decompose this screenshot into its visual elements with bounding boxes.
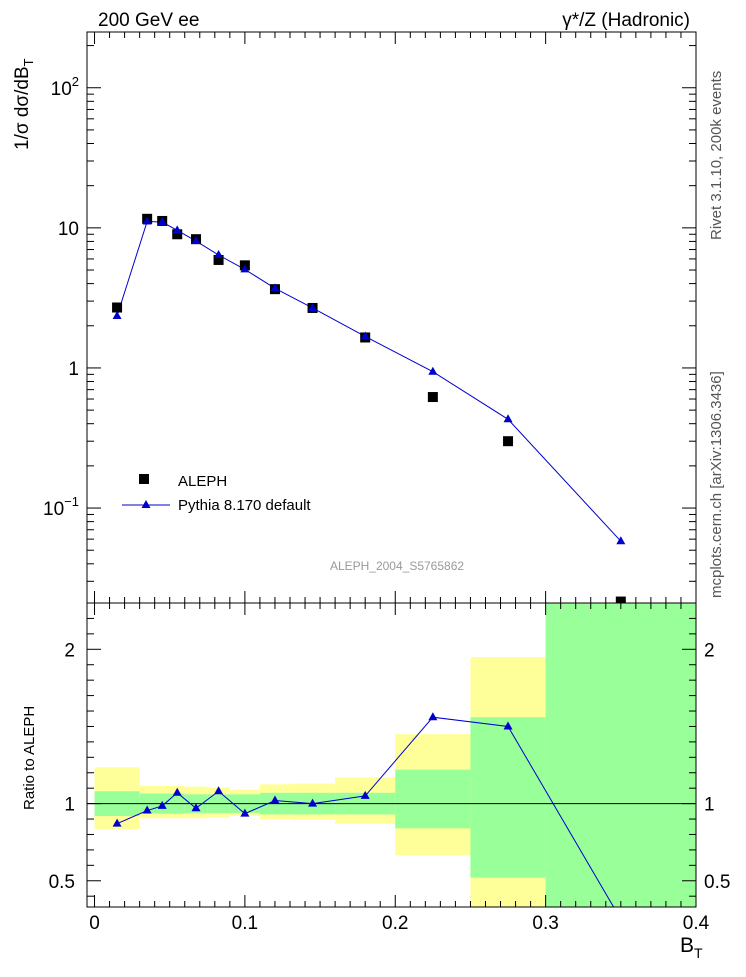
x-ticks: 0 0.1 0.2 0.3 0.4: [89, 32, 710, 934]
main-mc-marker-9: [360, 331, 370, 340]
ratio-mc-marker-11: [503, 721, 513, 730]
main-mc-marker-1: [142, 216, 152, 225]
main-mc-marker-2: [157, 217, 167, 226]
header-right-label: γ*/Z (Hadronic): [562, 10, 690, 31]
x-tick-label: 0.3: [532, 913, 558, 934]
ratio-mc-marker-1: [142, 805, 152, 814]
header-left-label: 200 GeV ee: [98, 10, 199, 31]
ratio-mc-marker-7: [270, 795, 280, 804]
main-y-ticks: 10−1 1 10 102: [43, 45, 696, 582]
ratio-mc-marker-3: [172, 787, 182, 796]
main-mc-marker-3: [172, 225, 182, 234]
ratio-band-inner-10: [545, 603, 696, 907]
main-mc-marker-11: [503, 414, 513, 423]
ratio-y-tick-label-right: 2: [704, 640, 715, 661]
main-y-axis-title: 1/σ dσ/dBT: [12, 58, 36, 150]
main-mc-marker-4: [191, 236, 201, 245]
x-tick-label: 0.4: [683, 913, 710, 934]
main-mc-marker-5: [214, 250, 224, 259]
main-data-marker-11: [503, 436, 514, 447]
main-panel: 10−1 1 10 102: [43, 31, 697, 607]
main-y-tick-label: 10: [58, 219, 79, 240]
legend-label-pythia: Pythia 8.170 default: [178, 497, 311, 514]
main-y-tick-label: 102: [51, 74, 79, 100]
analysis-tag: ALEPH_2004_S5765862: [330, 559, 464, 573]
legend-marker-aleph: [139, 474, 149, 484]
ratio-mc-marker-6: [240, 808, 250, 817]
main-data-marker-0: [112, 302, 123, 313]
main-mc-marker-12: [616, 536, 626, 545]
main-y-tick-label: 1: [68, 359, 79, 380]
ratio-mc-marker-0: [112, 818, 122, 827]
x-tick-label: 0: [89, 913, 100, 934]
rivet-version-label: Rivet 3.1.10, 200k events: [708, 70, 725, 240]
ratio-band-inner-8: [395, 769, 471, 829]
x-axis-title: BT: [680, 934, 703, 961]
ratio-y-tick-label-left: 0.5: [49, 872, 75, 893]
ratio-y-tick-label-left: 1: [64, 795, 75, 816]
main-data-marker-10: [427, 392, 438, 403]
main-mc-marker-7: [270, 283, 280, 292]
ratio-mc-marker-5: [214, 786, 224, 795]
ratio-mc-marker-4: [191, 803, 201, 812]
x-tick-label: 0.2: [382, 913, 408, 934]
x-tick-label: 0.1: [232, 913, 258, 934]
ratio-mc-marker-10: [428, 712, 438, 721]
ratio-panel: 0 0.1 0.2 0.3 0.4 0.5 0.5 1 1 2 2: [49, 32, 730, 934]
main-frame: [86, 31, 697, 604]
legend-label-aleph: ALEPH: [178, 473, 227, 490]
main-mc-line: [116, 220, 622, 542]
main-mc-marker-10: [428, 366, 438, 375]
ratio-bands: [94, 603, 696, 907]
main-mc-marker-6: [240, 264, 250, 273]
main-data-marker-3: [172, 229, 183, 240]
ratio-mc-marker-8: [308, 798, 318, 807]
legend: ALEPH Pythia 8.170 default: [122, 473, 311, 514]
legend-marker-pythia: [141, 500, 151, 508]
mcplots-label: mcplots.cern.ch [arXiv:1306.3436]: [708, 371, 725, 598]
ratio-y-ticks: 0.5 0.5 1 1 2 2: [49, 617, 730, 897]
main-data-marker-5: [213, 254, 224, 265]
ratio-y-tick-label-right: 0.5: [704, 872, 730, 893]
ratio-y-axis-title: Ratio to ALEPH: [21, 706, 38, 810]
main-mc-marker-0: [112, 310, 122, 319]
main-y-tick-label: 10−1: [43, 494, 79, 520]
ratio-y-tick-label-right: 1: [704, 795, 715, 816]
ratio-frame: [86, 602, 697, 908]
ratio-band-inner-9: [470, 717, 546, 878]
ratio-mc-marker-2: [157, 800, 167, 809]
main-mc-marker-8: [308, 302, 318, 311]
ratio-mc-marker-9: [360, 790, 370, 799]
ratio-y-tick-label-left: 2: [64, 640, 75, 661]
